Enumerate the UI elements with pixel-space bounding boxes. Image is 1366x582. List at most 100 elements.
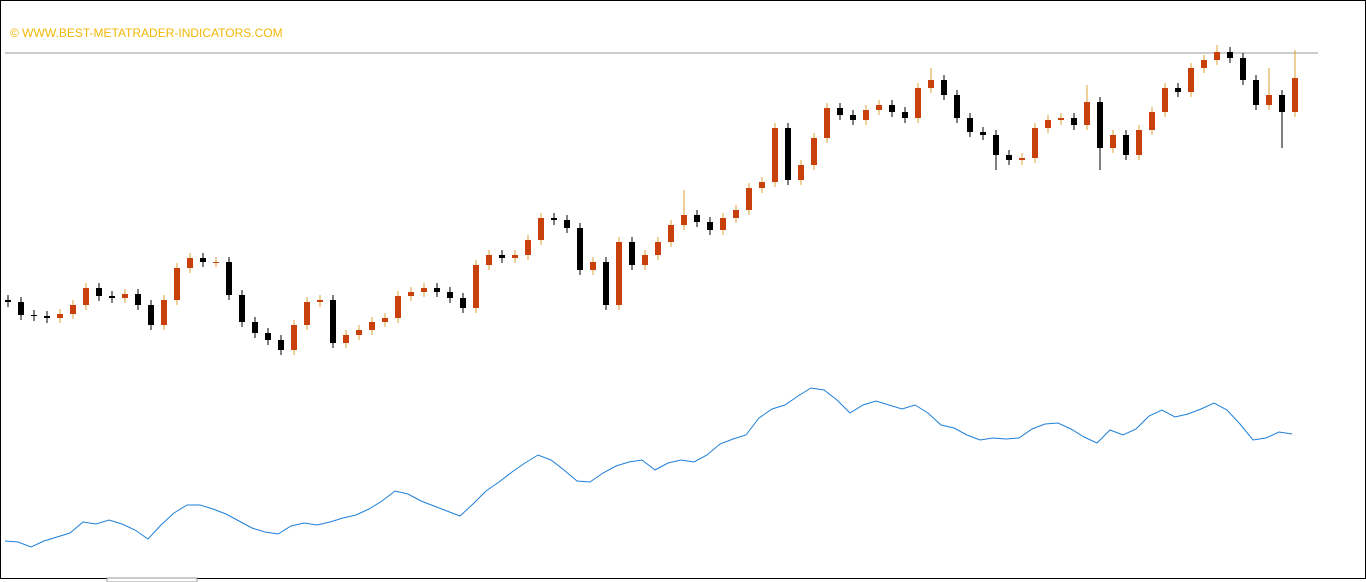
candle-body — [915, 88, 921, 118]
candle-body — [824, 108, 830, 138]
candle-body — [57, 314, 63, 318]
candle-body — [616, 242, 622, 305]
candle-body — [460, 298, 466, 308]
candle-body — [941, 80, 947, 95]
candle-body — [161, 300, 167, 325]
candle-body — [187, 258, 193, 268]
candle-body — [850, 115, 856, 120]
candle-body — [707, 222, 713, 230]
candle-body — [759, 182, 765, 188]
candle-body — [200, 258, 206, 262]
candle-body — [421, 288, 427, 292]
candle-body — [499, 255, 505, 258]
candle-body — [44, 316, 50, 318]
candle-body — [31, 315, 37, 316]
candle-body — [148, 305, 154, 325]
candle-body — [1253, 80, 1259, 105]
candle-body — [694, 215, 700, 222]
indicator-line — [4, 387, 1293, 548]
candle-body — [109, 296, 115, 298]
candle-body — [1292, 78, 1298, 112]
candle-body — [1071, 118, 1077, 125]
candle-body — [239, 295, 245, 322]
candle-body — [720, 218, 726, 230]
candle-body — [1136, 130, 1142, 155]
candle-body — [1084, 102, 1090, 125]
candle-body — [252, 322, 258, 333]
watermark: © WWW.BEST-METATRADER-INDICATORS.COM — [10, 26, 283, 40]
candle-body — [213, 262, 219, 263]
candle-body — [1175, 88, 1181, 92]
candle-body — [980, 132, 986, 135]
candle-body — [18, 302, 24, 315]
candle-body — [538, 218, 544, 240]
candle-body — [356, 330, 362, 335]
candle-body — [96, 288, 102, 296]
candle-body — [70, 305, 76, 314]
candle-body — [486, 255, 492, 265]
candle-body — [1214, 52, 1220, 60]
candle-body — [291, 325, 297, 350]
candle-body — [993, 135, 999, 155]
candle-body — [590, 262, 596, 270]
candle-body — [668, 225, 674, 242]
candle-body — [278, 340, 284, 350]
candle-body — [902, 112, 908, 118]
candle-body — [395, 296, 401, 318]
candle-body — [473, 265, 479, 308]
candle-body — [1097, 102, 1103, 148]
candle-body — [954, 95, 960, 118]
candle-body — [1110, 135, 1116, 148]
candle-body — [928, 80, 934, 88]
candle-body — [1201, 60, 1207, 68]
candle-body — [785, 128, 791, 180]
candle-body — [1045, 120, 1051, 128]
candle-body — [382, 318, 388, 322]
candle-body — [1123, 135, 1129, 155]
tab — [106, 577, 198, 582]
candle-body — [122, 294, 128, 298]
candle-body — [317, 300, 323, 302]
candle-body — [564, 220, 570, 228]
candle-body — [1019, 158, 1025, 160]
candle-body — [629, 242, 635, 265]
candle-body — [5, 300, 11, 302]
candle-body — [642, 255, 648, 265]
candle-body — [512, 255, 518, 258]
candle-body — [889, 105, 895, 112]
candle-body — [1266, 95, 1272, 105]
candle-body — [1006, 155, 1012, 160]
candle-body — [551, 218, 557, 220]
candle-body — [174, 268, 180, 300]
candle-body — [603, 262, 609, 305]
candle-body — [434, 288, 440, 292]
candle-body — [369, 322, 375, 330]
candle-body — [811, 138, 817, 165]
candle-body — [798, 165, 804, 180]
candle-body — [1032, 128, 1038, 158]
candle-body — [226, 262, 232, 295]
candle-body — [330, 300, 336, 343]
candle-body — [265, 333, 271, 340]
candle-body — [876, 105, 882, 110]
candle-body — [1240, 58, 1246, 80]
candle-body — [746, 188, 752, 210]
candle-body — [1149, 112, 1155, 130]
candle-body — [772, 128, 778, 182]
candle-body — [408, 292, 414, 296]
candle-body — [733, 210, 739, 218]
candle-body — [863, 110, 869, 120]
candle-body — [1188, 68, 1194, 92]
candle-body — [304, 302, 310, 325]
candle-body — [1162, 88, 1168, 112]
candle-body — [967, 118, 973, 132]
candle-body — [525, 240, 531, 255]
candle-body — [343, 335, 349, 343]
candle-body — [1058, 118, 1064, 120]
candle-body — [681, 215, 687, 225]
candle-body — [135, 294, 141, 305]
candle-body — [1279, 95, 1285, 112]
